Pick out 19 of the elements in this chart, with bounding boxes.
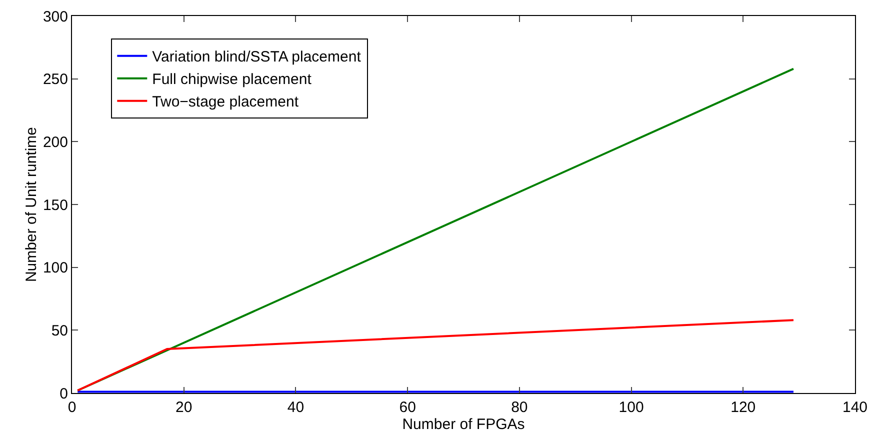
y-tick-label: 0 [60,385,68,402]
y-tick-label: 50 [51,322,68,340]
x-tick-label: 60 [399,399,416,416]
legend-label: Variation blind/SSTA placement [152,48,362,66]
y-axis-title: Number of Unit runtime [23,126,40,282]
x-tick-label: 40 [287,399,304,416]
y-tick-label: 300 [42,8,68,26]
x-tick-label: 120 [730,399,756,416]
y-tick-label: 250 [42,71,68,88]
y-tick-label: 200 [42,134,68,151]
x-tick-label: 100 [618,399,644,416]
x-tick-label: 140 [842,399,868,416]
legend-label: Two−stage placement [152,94,300,111]
x-tick-label: 80 [511,399,528,416]
x-tick-label: 20 [176,399,192,416]
legend-label: Full chipwise placement [152,71,312,88]
y-tick-label: 150 [42,196,68,214]
x-axis-title: Number of FPGAs [402,416,525,433]
y-tick-label: 100 [42,260,68,277]
